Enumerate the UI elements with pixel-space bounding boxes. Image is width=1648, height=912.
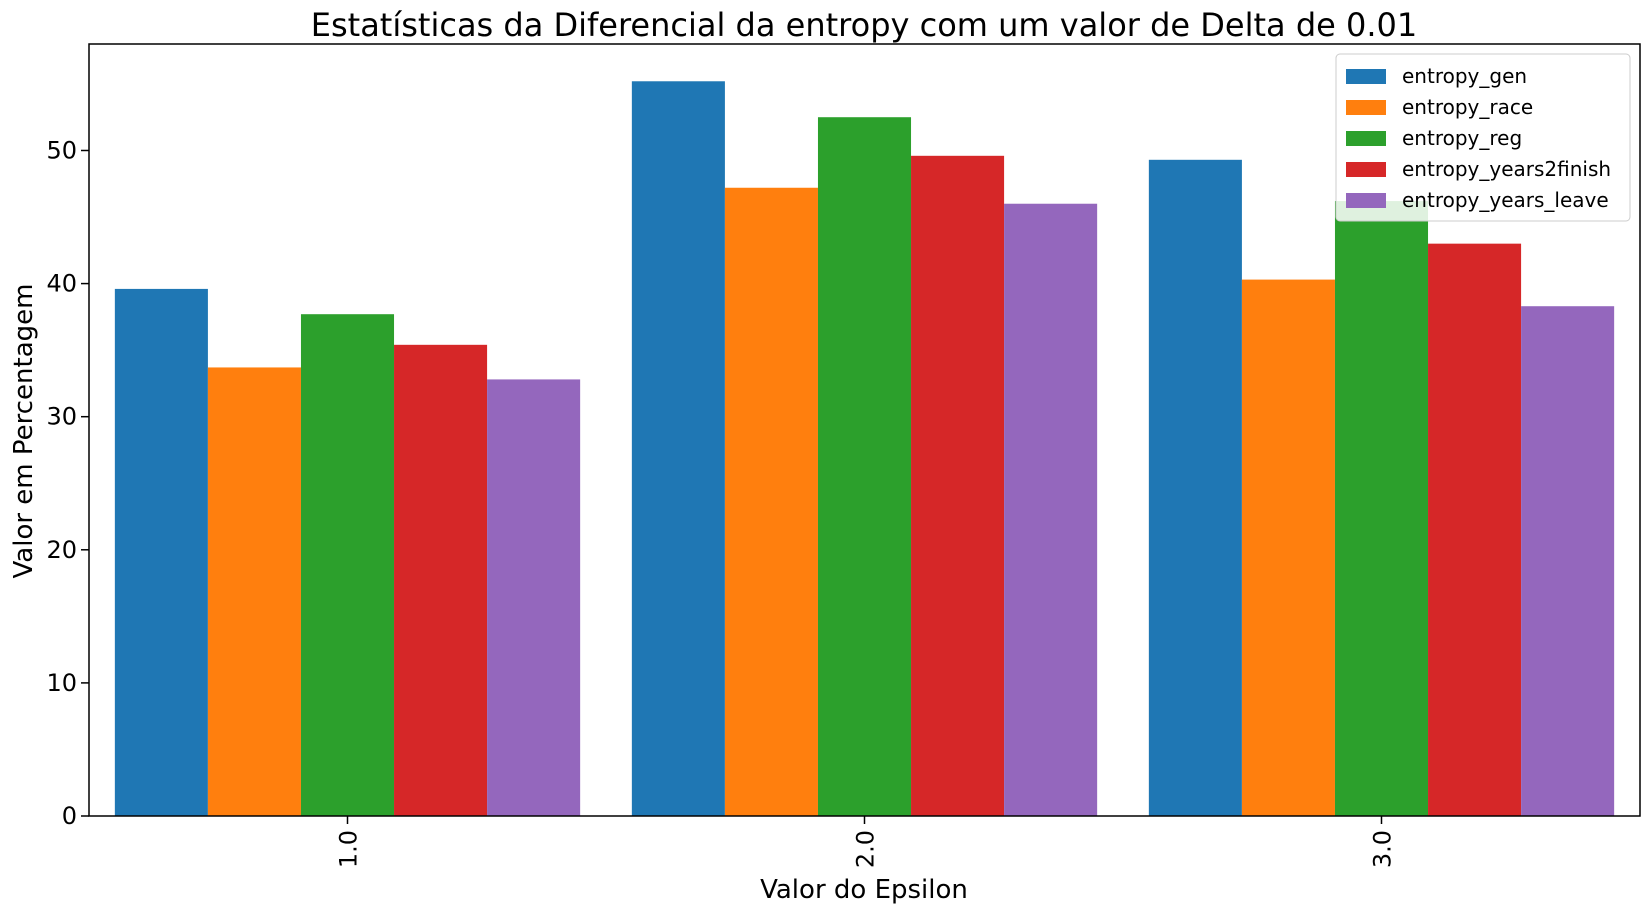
x-tick-label: 1.0 <box>335 830 363 868</box>
legend-swatch-entropy_gen <box>1346 69 1386 84</box>
legend-swatch-entropy_reg <box>1346 131 1386 146</box>
bar-entropy_race-2.0 <box>724 187 818 817</box>
y-tick-label: 0 <box>62 802 77 830</box>
bar-entropy_race-1.0 <box>207 367 301 816</box>
legend-label-entropy_years_leave: entropy_years_leave <box>1402 188 1609 212</box>
x-tick-label: 2.0 <box>852 830 880 868</box>
bar-entropy_race-3.0 <box>1241 279 1335 816</box>
legend-box <box>1335 53 1631 222</box>
bar-entropy_years2finish-3.0 <box>1428 243 1522 817</box>
bar-entropy_years_leave-1.0 <box>487 379 581 816</box>
legend-swatch-entropy_years2finish <box>1346 162 1386 177</box>
bar-entropy_years2finish-1.0 <box>394 344 488 816</box>
y-tick-label: 20 <box>46 536 77 564</box>
y-tick-label: 30 <box>46 403 77 431</box>
bar-entropy_reg-1.0 <box>300 314 395 816</box>
bar-entropy_gen-1.0 <box>114 288 208 816</box>
x-tick-label: 3.0 <box>1369 830 1397 868</box>
bar-entropy_gen-2.0 <box>631 81 725 816</box>
y-tick-label: 40 <box>46 270 77 298</box>
bar-entropy_years_leave-2.0 <box>1004 203 1098 817</box>
y-axis-label: Valor em Percentagem <box>9 284 39 579</box>
plot-frame <box>88 43 1641 817</box>
x-axis-ticks: 1.0 2.0 3.0 <box>335 816 1397 868</box>
chart-title: Estatísticas da Diferencial da entropy c… <box>311 6 1417 44</box>
y-tick-label: 50 <box>46 136 77 164</box>
legend-label-entropy_gen: entropy_gen <box>1402 64 1527 88</box>
bar-entropy_reg-3.0 <box>1334 201 1429 816</box>
bar-entropy_reg-2.0 <box>817 117 912 816</box>
bar-entropy_years_leave-3.0 <box>1521 306 1615 816</box>
bar-entropy_gen-3.0 <box>1148 159 1242 817</box>
legend: entropy_gen entropy_race entropy_regentrop… <box>1335 53 1631 222</box>
legend-swatch-entropy_years_leave <box>1346 193 1386 208</box>
legend-swatch-entropy_race <box>1346 100 1386 115</box>
bars-group <box>114 81 1615 817</box>
legend-label-entropy_years2finish: entropy_years2finish <box>1402 157 1611 181</box>
x-axis-label: Valor do Epsilon <box>760 875 968 905</box>
y-tick-label: 10 <box>46 669 77 697</box>
bar-entropy_years2finish-2.0 <box>911 155 1005 817</box>
y-axis-ticks: 0 10 20 30 40 50 <box>46 136 89 830</box>
legend-label-entropy_race: entropy_race <box>1402 95 1533 119</box>
legend-label-entropy_reg: entropy_reg <box>1402 126 1522 150</box>
